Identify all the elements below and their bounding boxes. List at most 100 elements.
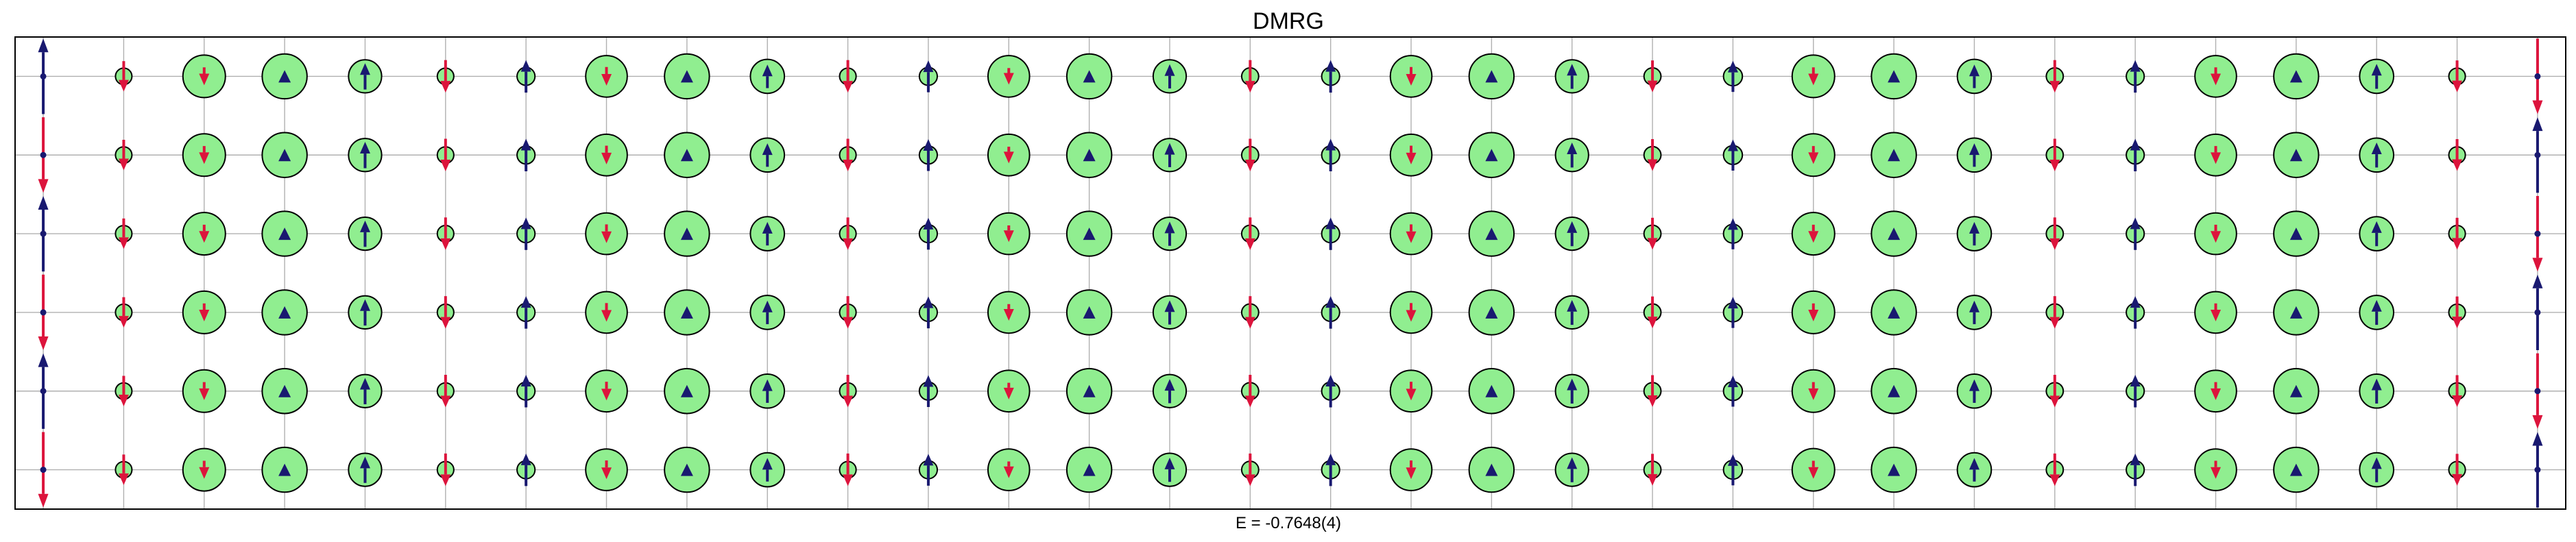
spin-up-arrowhead (1325, 217, 1336, 230)
spin-down-arrowhead (1406, 231, 1417, 243)
site-marker (348, 295, 383, 330)
spin-up-arrowhead (1969, 379, 1979, 391)
site-marker (2359, 137, 2395, 173)
spin-up-arrowhead (1888, 227, 1901, 241)
spin-down-arrowhead (1406, 310, 1417, 322)
site-marker (1152, 216, 1188, 251)
spin-down-arrowhead (1003, 73, 1014, 85)
site-marker (839, 375, 857, 408)
site-marker (38, 353, 49, 429)
spin-down-arrowhead (1647, 473, 1658, 486)
spin-down-arrowhead (2452, 395, 2463, 407)
spin-down-arrowhead (38, 179, 49, 193)
site-marker (182, 290, 226, 334)
site-marker (1554, 216, 1589, 251)
site-marker (1956, 373, 1993, 409)
spin-up-arrowhead (359, 220, 370, 232)
site-marker (987, 448, 1031, 491)
spin-up-arrowhead (1888, 384, 1901, 397)
site-marker (987, 133, 1031, 177)
spin-down-arrowhead (1244, 81, 1255, 93)
spin-up-arrowhead (2130, 138, 2141, 151)
site-marker (2045, 138, 2065, 171)
site-marker (749, 373, 786, 409)
site-marker (1870, 53, 1917, 100)
spin-up-arrowhead (2289, 463, 2302, 476)
spin-up-arrowhead (680, 149, 693, 162)
spin-down-arrowhead (2049, 238, 2060, 250)
site-marker (1554, 295, 1589, 330)
spin-up-arrowhead (2371, 378, 2382, 391)
site-marker (585, 55, 628, 98)
site-marker (38, 195, 49, 272)
spin-down-arrowhead (843, 238, 854, 250)
site-marker (1722, 218, 1744, 249)
spin-down-arrowhead (601, 231, 612, 243)
site-marker (1389, 212, 1433, 256)
site-marker (585, 133, 628, 177)
site-marker (1468, 210, 1515, 257)
spin-up-arrowhead (762, 300, 773, 312)
spin-down-arrowhead (440, 474, 451, 486)
site-marker (436, 453, 455, 486)
spin-up-arrowhead (2289, 149, 2302, 162)
site-marker (1389, 448, 1433, 491)
spin-down-arrowhead (2211, 152, 2222, 164)
site-marker (516, 375, 536, 408)
spin-down-arrowhead (1003, 387, 1014, 399)
site-marker (2448, 454, 2466, 486)
site-marker (2532, 353, 2543, 429)
site-marker (1870, 289, 1917, 336)
spin-down-arrowhead (199, 467, 210, 479)
site-marker (2532, 117, 2543, 193)
spin-down-arrowhead (601, 74, 612, 86)
site-marker (261, 210, 308, 257)
site-marker (2126, 296, 2145, 329)
spin-down-arrowhead (2211, 310, 2222, 322)
site-marker (1468, 53, 1515, 100)
spin-down-arrowhead (2452, 238, 2463, 250)
site-marker (1468, 368, 1515, 415)
spin-up-arrowhead (1083, 149, 1096, 162)
site-marker (516, 453, 536, 486)
spin-up-arrowhead (359, 456, 370, 469)
spin-down-arrowhead (2532, 258, 2543, 272)
spin-down-arrowhead (118, 79, 129, 92)
spin-down-arrowhead (2049, 395, 2060, 408)
site-marker (1066, 446, 1113, 493)
site-marker (115, 61, 133, 92)
site-dot (40, 73, 47, 79)
spin-up-arrowhead (520, 296, 531, 308)
site-marker (348, 138, 383, 173)
spin-up-arrowhead (1485, 463, 1498, 476)
spin-up-arrowhead (2289, 227, 2302, 241)
site-marker (2045, 60, 2065, 93)
spin-down-arrowhead (1808, 152, 1819, 164)
site-marker (1791, 447, 1835, 492)
site-marker (2359, 216, 2395, 251)
site-marker (1722, 375, 1744, 407)
site-marker (1554, 373, 1589, 408)
spin-down-arrowhead (2211, 388, 2222, 400)
spin-down-arrowhead (440, 81, 451, 93)
site-marker (2273, 53, 2320, 100)
spin-up-arrowhead (1727, 375, 1738, 388)
spin-down-arrowhead (843, 81, 854, 93)
site-marker (2448, 217, 2466, 250)
site-dot (40, 388, 47, 395)
site-marker (918, 454, 939, 486)
site-marker (436, 296, 455, 329)
site-marker (1389, 55, 1433, 98)
spin-up-arrowhead (2371, 299, 2382, 312)
site-marker (38, 432, 49, 508)
spin-up-arrowhead (1969, 143, 1979, 156)
site-marker (1722, 454, 1744, 486)
site-marker (2448, 375, 2466, 407)
spin-down-arrowhead (199, 152, 210, 164)
spin-up-arrowhead (2130, 375, 2141, 387)
site-marker (2194, 212, 2237, 256)
spin-up-arrowhead (1325, 138, 1336, 151)
site-marker (115, 140, 133, 171)
spin-up-arrowhead (2289, 70, 2302, 83)
